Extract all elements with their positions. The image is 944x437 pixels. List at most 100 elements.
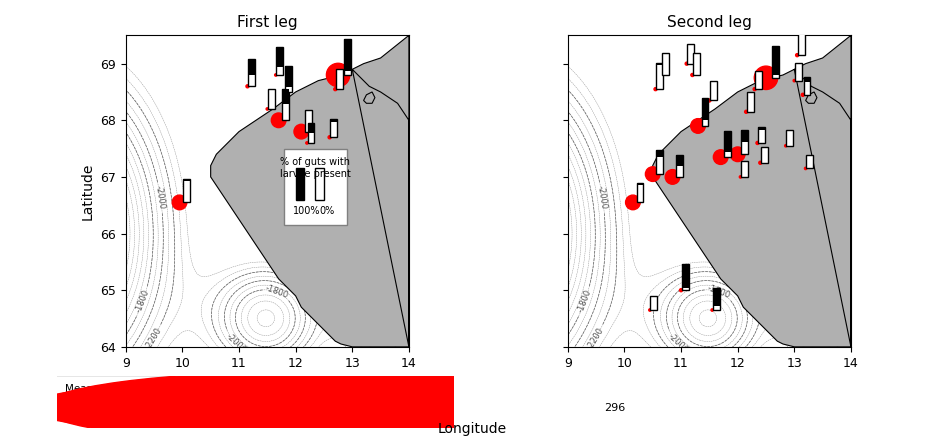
Bar xyxy=(686,44,694,64)
Bar xyxy=(248,59,255,86)
Text: -2200: -2200 xyxy=(732,276,755,299)
Circle shape xyxy=(755,142,758,145)
Circle shape xyxy=(282,90,285,94)
Bar xyxy=(797,31,804,55)
Bar xyxy=(344,39,350,71)
Bar xyxy=(307,123,314,143)
Bar xyxy=(248,59,255,75)
Text: 0%: 0% xyxy=(319,206,334,216)
Text: -2000: -2000 xyxy=(395,253,411,279)
Text: -1800: -1800 xyxy=(134,288,151,314)
Bar xyxy=(681,264,688,288)
Circle shape xyxy=(42,371,587,437)
FancyBboxPatch shape xyxy=(49,375,457,429)
Circle shape xyxy=(758,161,761,164)
Bar xyxy=(344,39,350,75)
Text: -2200: -2200 xyxy=(143,326,163,350)
Bar xyxy=(712,288,718,305)
Polygon shape xyxy=(363,92,375,103)
Circle shape xyxy=(271,113,286,128)
Text: 3: 3 xyxy=(131,403,139,413)
Circle shape xyxy=(710,309,713,311)
Bar xyxy=(723,132,731,157)
Polygon shape xyxy=(805,92,817,103)
Circle shape xyxy=(659,73,662,76)
Circle shape xyxy=(245,85,248,88)
Bar xyxy=(310,157,317,177)
Circle shape xyxy=(625,195,639,210)
Bar xyxy=(802,77,810,82)
Bar xyxy=(723,132,731,152)
Circle shape xyxy=(684,62,687,65)
Bar xyxy=(771,46,778,78)
Bar xyxy=(740,131,748,142)
Bar xyxy=(636,183,643,184)
Bar xyxy=(295,168,304,200)
Y-axis label: Latitude: Latitude xyxy=(80,163,94,220)
Bar xyxy=(740,131,748,154)
Text: % of guts with
larvae present: % of guts with larvae present xyxy=(279,157,350,179)
Title: First leg: First leg xyxy=(237,15,297,30)
Text: -2000: -2000 xyxy=(596,185,608,210)
Circle shape xyxy=(333,88,336,90)
Text: -1800: -1800 xyxy=(705,284,731,301)
Polygon shape xyxy=(211,7,409,347)
Bar xyxy=(305,110,312,132)
Bar xyxy=(656,150,663,174)
Circle shape xyxy=(326,63,349,87)
Bar xyxy=(649,296,657,310)
Bar xyxy=(794,63,801,81)
Bar xyxy=(757,127,765,143)
Text: -1800: -1800 xyxy=(263,284,289,301)
Text: -2200: -2200 xyxy=(585,326,605,350)
Bar xyxy=(285,66,292,87)
Text: -2000: -2000 xyxy=(836,253,852,279)
Bar xyxy=(276,47,283,75)
Text: 116: 116 xyxy=(382,403,403,413)
Text: -1800: -1800 xyxy=(576,288,593,314)
Bar xyxy=(712,288,718,310)
Bar xyxy=(315,168,324,200)
Circle shape xyxy=(306,142,308,144)
Bar xyxy=(701,98,708,121)
Text: Longitude: Longitude xyxy=(437,422,507,436)
Text: -2200: -2200 xyxy=(337,263,353,288)
Bar xyxy=(310,157,317,175)
Text: -2200: -2200 xyxy=(779,263,795,288)
Text: -2000: -2000 xyxy=(154,185,166,210)
Circle shape xyxy=(679,289,682,292)
Text: 296: 296 xyxy=(603,403,624,413)
Bar xyxy=(676,155,683,177)
Text: 100%: 100% xyxy=(293,206,320,216)
Bar xyxy=(330,119,337,122)
Bar xyxy=(805,155,812,168)
Circle shape xyxy=(665,170,679,184)
Circle shape xyxy=(328,136,330,139)
Circle shape xyxy=(784,145,786,147)
Bar xyxy=(656,63,663,65)
Bar xyxy=(709,81,716,101)
Bar xyxy=(656,63,663,89)
Text: Mean content (mg) of larvae in gut: Mean content (mg) of larvae in gut xyxy=(64,384,246,394)
Bar xyxy=(709,81,716,82)
Bar xyxy=(771,46,778,75)
Bar xyxy=(701,98,708,126)
Circle shape xyxy=(803,167,806,170)
Bar xyxy=(692,53,700,75)
Bar xyxy=(330,119,337,137)
Bar xyxy=(267,89,275,109)
Bar xyxy=(285,66,292,92)
Circle shape xyxy=(744,110,747,113)
Bar xyxy=(757,127,765,130)
Circle shape xyxy=(730,147,744,162)
Circle shape xyxy=(653,88,656,90)
Circle shape xyxy=(753,66,777,90)
FancyBboxPatch shape xyxy=(284,149,346,225)
Circle shape xyxy=(25,385,366,430)
Bar xyxy=(740,161,747,177)
Bar xyxy=(183,179,190,202)
Bar xyxy=(307,123,314,133)
Circle shape xyxy=(690,118,704,133)
Circle shape xyxy=(801,93,803,96)
Circle shape xyxy=(172,195,187,210)
